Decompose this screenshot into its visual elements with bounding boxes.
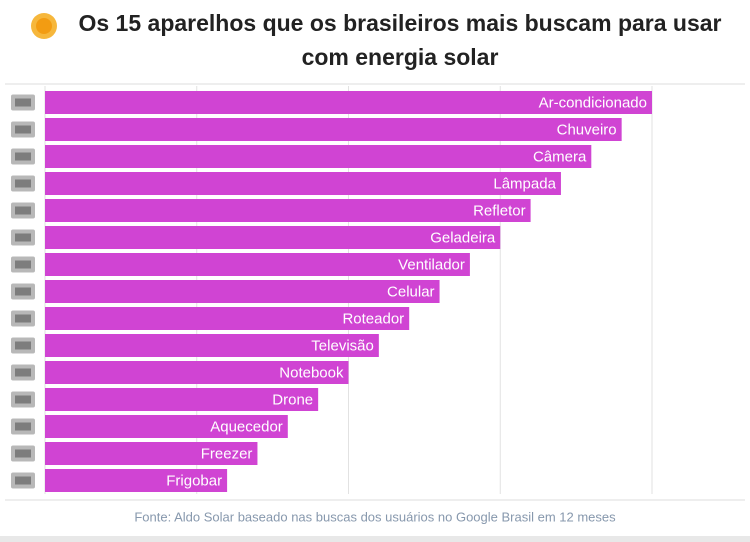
device-icon-detail	[15, 260, 31, 269]
bar	[45, 307, 410, 330]
sun-icon	[31, 13, 57, 39]
bar	[45, 199, 531, 222]
device-icon-detail	[15, 179, 31, 188]
device-icon-detail	[15, 422, 31, 431]
device-icon-detail	[15, 233, 31, 242]
device-icon-detail	[15, 368, 31, 377]
device-icon-detail	[15, 206, 31, 215]
bar-label: Televisão	[311, 337, 374, 354]
bar	[45, 118, 622, 141]
bar	[45, 388, 319, 411]
bar	[45, 280, 440, 303]
device-icon-detail	[15, 287, 31, 296]
bar-label: Câmera	[533, 148, 587, 165]
device-icon-detail	[15, 341, 31, 350]
source: Fonte: Aldo Solar baseado nas buscas dos…	[134, 509, 616, 524]
bar-label: Ventilador	[398, 256, 465, 273]
device-icon-detail	[15, 314, 31, 323]
bar	[45, 91, 652, 114]
bar-label: Chuveiro	[557, 121, 617, 138]
bar-label: Refletor	[473, 202, 526, 219]
bar-label: Celular	[387, 283, 435, 300]
bar-label: Lâmpada	[493, 175, 556, 192]
device-icon-detail	[15, 395, 31, 404]
bar	[45, 334, 379, 357]
footer-band	[0, 536, 750, 542]
bar-label: Aquecedor	[210, 418, 283, 435]
bar	[45, 253, 470, 276]
bar-label: Frigobar	[166, 472, 222, 489]
bar-label: Roteador	[342, 310, 404, 327]
bar	[45, 415, 288, 438]
bar-label: Drone	[272, 391, 313, 408]
bar-label: Notebook	[279, 364, 344, 381]
bar	[45, 469, 228, 492]
device-icon-detail	[15, 152, 31, 161]
bar	[45, 442, 258, 465]
bar-label: Geladeira	[430, 229, 496, 246]
device-icon-detail	[15, 98, 31, 107]
bar	[45, 226, 501, 249]
bar-label: Freezer	[201, 445, 253, 462]
bar	[45, 361, 349, 384]
device-icon-detail	[15, 476, 31, 485]
device-icon-detail	[15, 449, 31, 458]
bar	[45, 172, 561, 195]
chart-title: Os 15 aparelhos que os brasileiros mais …	[78, 10, 722, 70]
bar	[45, 145, 592, 168]
device-icon-detail	[15, 125, 31, 134]
bar-label: Ar-condicionado	[539, 94, 647, 111]
